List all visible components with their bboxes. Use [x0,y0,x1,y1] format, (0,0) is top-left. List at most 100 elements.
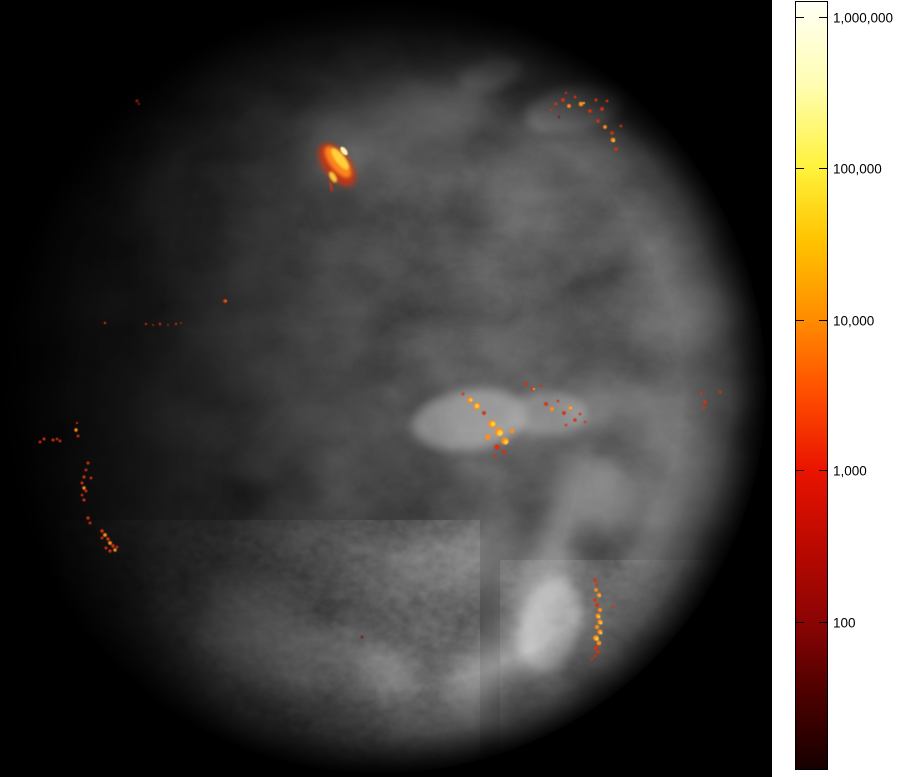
flash-point [702,406,706,410]
flash-point [699,391,703,395]
flash-point [562,411,566,415]
flash-point [103,533,107,537]
colorbar-tick-right [819,622,827,623]
flash-point [595,603,599,607]
flash-point [533,388,535,390]
flash-point [42,437,46,441]
flash-point [115,545,119,549]
flash-point [475,404,479,408]
flash-point [84,489,88,493]
flash-point [113,548,117,552]
flash-point [497,430,503,436]
flash-point [564,423,568,427]
flash-point [590,657,594,661]
lightning-streak [331,148,349,170]
flash-point [610,131,614,135]
colorbar-tick-left [796,470,804,471]
flash-point [703,400,707,404]
flash-point [360,635,364,639]
colorbar-tick-label: 100,000 [833,161,882,177]
colorbar-tick-left [796,320,804,321]
flash-point [600,107,604,111]
colorbar-tick-left [796,17,804,18]
flash-point [561,98,565,102]
earth-disk-svg [0,0,769,776]
flash-point [718,390,722,394]
flash-point [567,104,571,108]
flash-point [138,103,140,105]
flash-point [223,299,227,303]
flash-point [509,428,515,434]
flash-point [593,654,597,658]
flash-point [89,476,93,480]
flash-point [485,434,491,440]
flash-point [583,102,585,104]
flash-point [593,645,599,651]
flash-point [76,434,80,438]
flash-point [104,546,108,550]
flash-point [557,115,561,119]
lightning-streak [328,180,334,192]
flash-point [469,398,473,402]
flash-point [605,99,609,103]
flash-point [596,119,600,123]
flash-point [593,578,597,582]
flash-point [549,406,555,412]
flash-point [564,91,568,95]
flash-point [539,384,543,388]
flash-point [578,412,582,416]
flash-point [599,631,603,635]
flash-point [86,516,90,520]
flash-point [619,124,623,128]
flash-point [111,544,115,548]
flash-point [494,444,500,450]
flash-point [225,300,227,302]
colorbar-tick-label: 10,000 [833,313,875,329]
flash-point [593,598,597,602]
flash-point [595,583,599,587]
flash-point [599,621,603,625]
flash-point [58,439,62,443]
flash-point [38,440,42,444]
flash-point [603,125,607,129]
lightning-streak [340,146,348,156]
flash-point [594,588,598,592]
flash-point [597,615,601,619]
flash-point [135,99,139,103]
flash-point [570,407,572,409]
flash-point [82,475,86,479]
flash-point [80,481,84,485]
flash-point [103,321,107,325]
lightning-flash-points [38,91,722,661]
flash-point [613,140,615,142]
colorbar-tick-label: 1,000 [833,463,867,479]
flash-point [100,529,104,533]
flash-point [482,411,486,415]
flash-point [88,521,92,525]
flash-point [573,418,577,422]
flash-point [493,454,497,458]
flash-point [144,322,148,326]
flash-point [106,537,110,541]
flash-point [583,420,587,424]
flash-point [74,428,78,432]
flash-point [174,322,178,326]
flash-point [573,95,577,99]
colorbar-tick-label: 100 [833,615,856,631]
colorbar-tick-right [819,168,827,169]
flash-point [100,536,104,540]
flash-point [568,406,572,410]
flash-point [158,322,162,326]
flash-point [490,421,496,427]
flash-point [86,461,90,465]
lightning-streak [329,171,337,183]
flash-point [597,607,603,613]
flash-point [596,650,600,654]
flash-point [544,402,548,406]
flash-point [167,324,169,326]
flash-point [51,438,55,442]
flash-point [524,382,528,386]
flash-point [461,392,465,396]
flash-point [611,605,615,609]
